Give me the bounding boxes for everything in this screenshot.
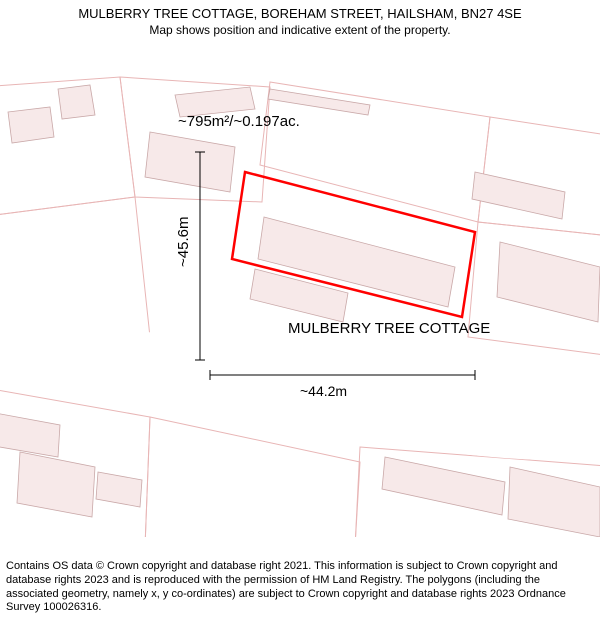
copyright-footer: Contains OS data © Crown copyright and d… — [0, 556, 600, 625]
area-label: ~795m²/~0.197ac. — [178, 113, 300, 130]
building-footprint — [17, 452, 95, 517]
building-footprint — [145, 132, 235, 192]
width-dimension-label: ~44.2m — [300, 383, 347, 399]
building-footprint — [58, 85, 95, 119]
building-footprint — [8, 107, 54, 143]
property-name-label: MULBERRY TREE COTTAGE — [288, 320, 490, 337]
building-footprint — [472, 172, 565, 219]
parcel-boundary — [145, 417, 360, 537]
map-svg — [0, 37, 600, 537]
page-title: MULBERRY TREE COTTAGE, BOREHAM STREET, H… — [0, 6, 600, 21]
building-footprint — [268, 89, 370, 115]
building-footprint — [497, 242, 600, 322]
parcel-boundary — [0, 197, 150, 337]
building-footprint — [382, 457, 505, 515]
height-dimension-label: ~45.6m — [175, 217, 192, 267]
building-footprint — [0, 412, 60, 457]
header: MULBERRY TREE COTTAGE, BOREHAM STREET, H… — [0, 0, 600, 37]
page-subtitle: Map shows position and indicative extent… — [0, 23, 600, 37]
building-footprint — [508, 467, 600, 537]
map-canvas: ~795m²/~0.197ac. ~45.6m ~44.2m MULBERRY … — [0, 37, 600, 537]
building-footprint — [96, 472, 142, 507]
